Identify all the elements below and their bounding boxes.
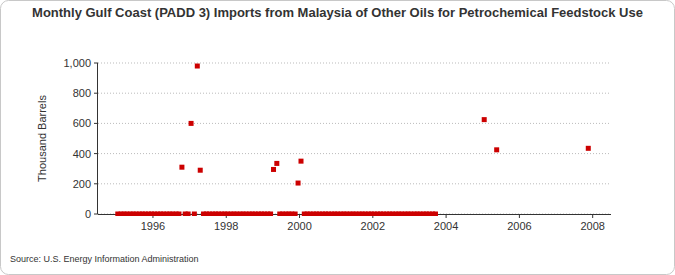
point	[494, 147, 499, 152]
x-tick-label: 1996	[141, 220, 165, 232]
point	[189, 121, 194, 126]
point	[176, 212, 181, 217]
y-tick-label: 1,000	[63, 57, 91, 69]
point	[296, 181, 301, 186]
point	[179, 165, 184, 170]
y-tick-label: 800	[73, 87, 91, 99]
point	[433, 212, 438, 217]
source: Source: U.S. Energy Information Administ…	[10, 254, 199, 264]
y-tick-label: 400	[73, 148, 91, 160]
point	[268, 212, 273, 217]
point	[299, 159, 304, 164]
x-tick-label: 2000	[287, 220, 311, 232]
point	[186, 212, 191, 217]
y-tick-label: 200	[73, 178, 91, 190]
y-tick-label: 600	[73, 117, 91, 129]
point	[192, 212, 197, 217]
grid-line	[98, 123, 611, 124]
point	[586, 146, 591, 151]
point	[274, 161, 279, 166]
point	[482, 117, 487, 122]
grid-line	[98, 153, 611, 154]
chart: Monthly Gulf Coast (PADD 3) Imports from…	[0, 0, 675, 275]
title: Monthly Gulf Coast (PADD 3) Imports from…	[32, 5, 643, 20]
points	[115, 64, 590, 216]
x-tick-label: 1998	[214, 220, 238, 232]
grid	[98, 63, 611, 214]
chart-border	[1, 1, 675, 275]
x-tick-label: 2008	[580, 220, 604, 232]
x-tick-label: 2002	[361, 220, 385, 232]
grid-line	[98, 183, 611, 184]
y-tick-label: 0	[85, 208, 91, 220]
y-axis-label: Thousand Barrels	[36, 95, 48, 182]
grid-line	[98, 63, 611, 64]
point	[198, 168, 203, 173]
point	[271, 167, 276, 172]
point	[293, 212, 298, 217]
x-tick-label: 2004	[434, 220, 458, 232]
grid-line	[98, 93, 611, 94]
y-axis	[97, 63, 98, 214]
x-tick-label: 2006	[507, 220, 531, 232]
point	[195, 64, 200, 69]
